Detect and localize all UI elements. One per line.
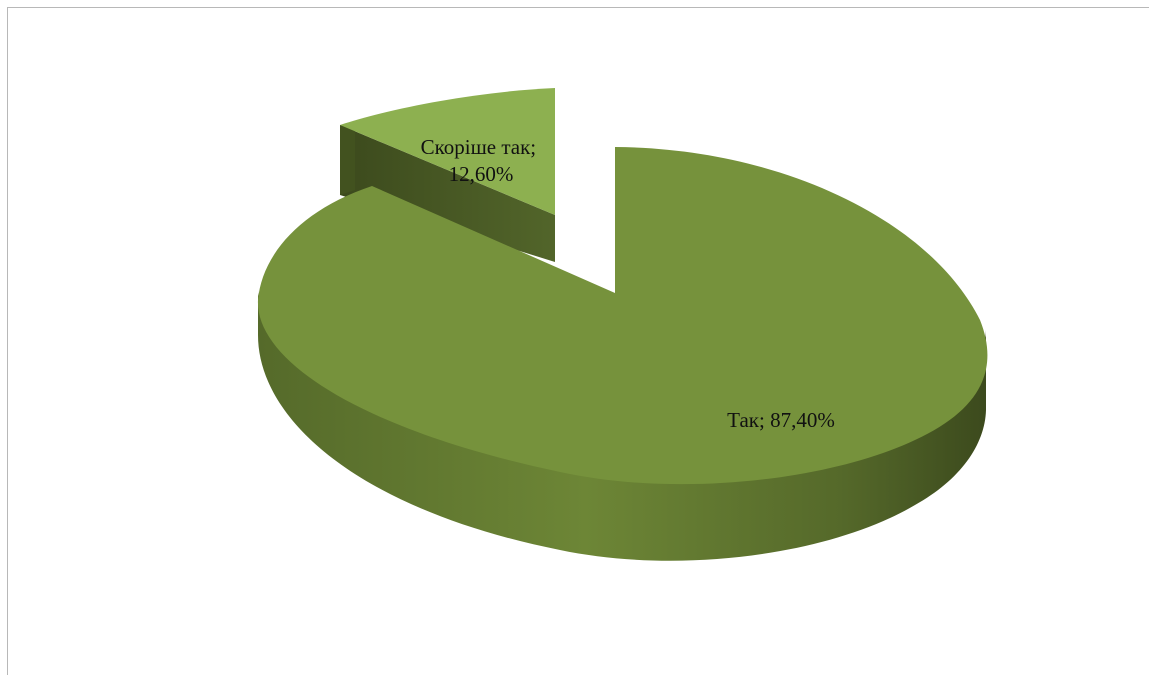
data-label-skorishe-tak: Скоріше так; 12,60% [421,135,542,186]
slice-side-skorishe-tak [340,125,555,262]
slice-side-tak [258,290,986,561]
data-label-skorishe-tak-line1: Скоріше так; [421,135,537,159]
slice-top-tak [257,147,988,485]
slice-top-skorishe-tak [340,88,555,215]
pie-slice-skorishe-tak: Скоріше так; 12,60% [340,88,555,262]
slice-edge-skorishe-tak [340,125,355,195]
data-label-skorishe-tak-line2: 12,60% [449,162,514,186]
chart-frame [7,7,1149,675]
data-label-tak: Так; 87,40% [727,408,835,432]
pie-slice-tak: Так; 87,40% [257,147,988,561]
